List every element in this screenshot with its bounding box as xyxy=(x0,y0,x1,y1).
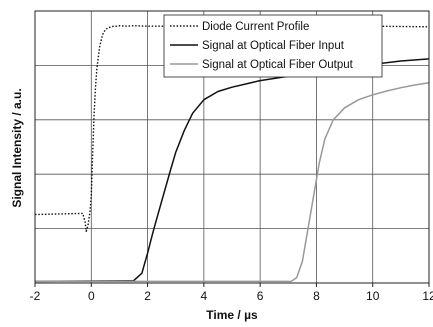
legend-box xyxy=(163,14,383,78)
x-axis-ticks: -2 0 2 4 6 8 10 12 xyxy=(30,283,433,303)
x-axis-title: Time / µs xyxy=(206,308,258,322)
legend: Diode Current Profile Signal at Optical F… xyxy=(163,14,383,78)
x-tick-label: 4 xyxy=(201,289,208,303)
plot-border xyxy=(34,10,430,284)
x-tick-label: 2 xyxy=(144,289,151,303)
legend-label-3: Signal at Optical Fiber Output xyxy=(202,59,354,71)
x-tick-label: 10 xyxy=(366,289,380,303)
series-line-3 xyxy=(35,82,430,283)
legend-label-2: Signal at Optical Fiber Input xyxy=(202,40,345,52)
legend-label-1: Diode Current Profile xyxy=(202,21,309,33)
y-axis-title: Signal Intensity / a.u. xyxy=(10,88,24,207)
x-tick-label: 8 xyxy=(313,289,320,303)
x-tick-label: -2 xyxy=(30,289,41,303)
x-tick-label: 12 xyxy=(422,289,433,303)
x-tick-label: 6 xyxy=(257,289,264,303)
x-tick-label: 0 xyxy=(88,289,95,303)
